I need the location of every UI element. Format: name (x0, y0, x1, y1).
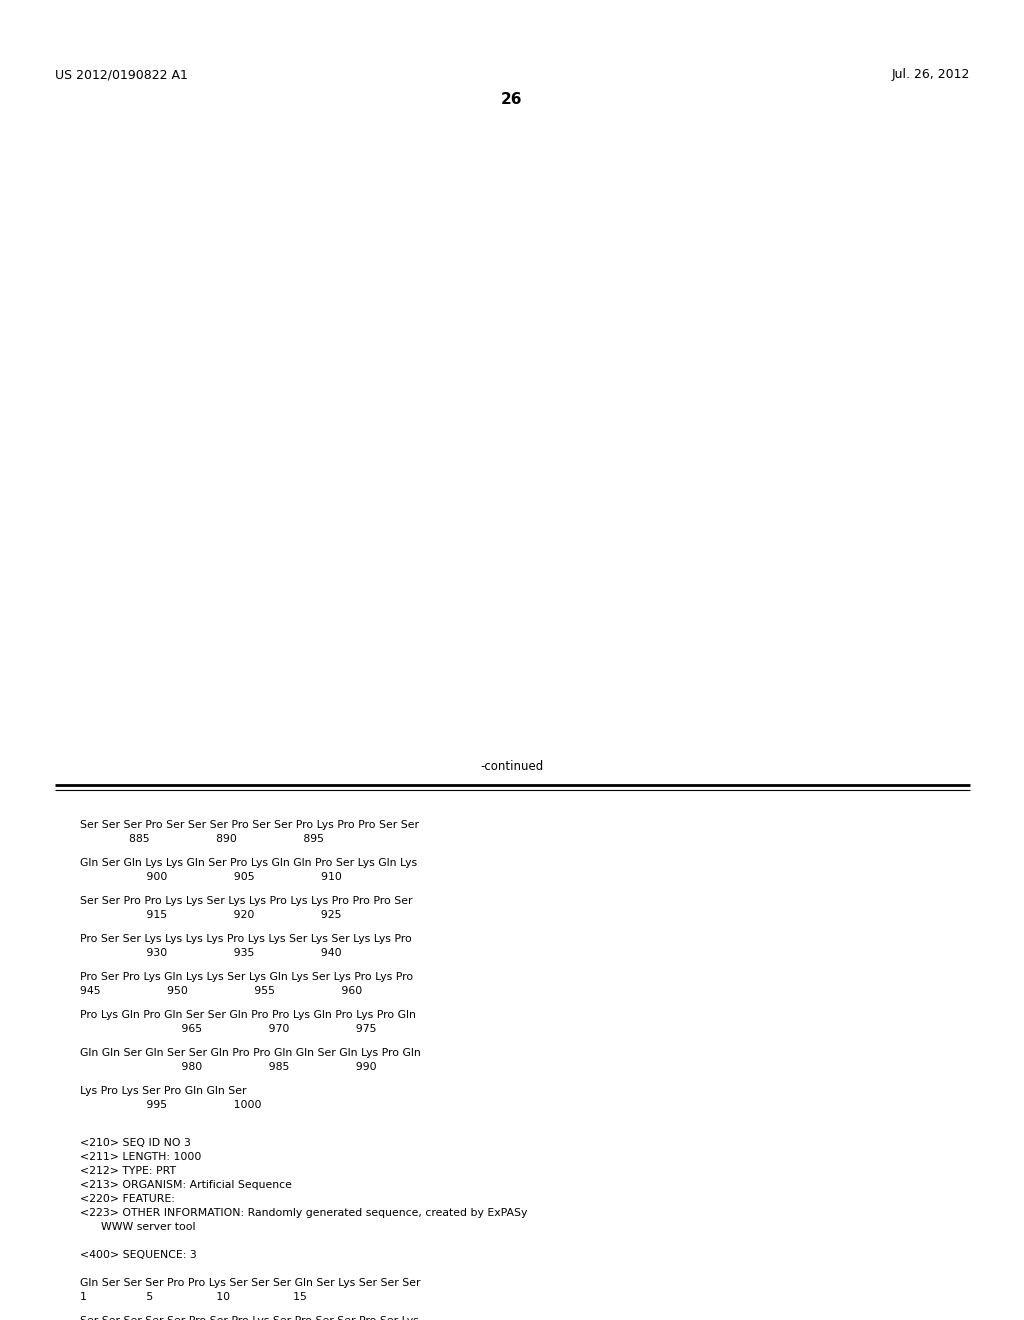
Text: US 2012/0190822 A1: US 2012/0190822 A1 (55, 69, 187, 81)
Text: Ser Ser Pro Pro Lys Lys Ser Lys Lys Pro Lys Lys Pro Pro Pro Ser: Ser Ser Pro Pro Lys Lys Ser Lys Lys Pro … (80, 896, 413, 906)
Text: Pro Lys Gln Pro Gln Ser Ser Gln Pro Pro Lys Gln Pro Lys Pro Gln: Pro Lys Gln Pro Gln Ser Ser Gln Pro Pro … (80, 1010, 416, 1020)
Text: <213> ORGANISM: Artificial Sequence: <213> ORGANISM: Artificial Sequence (80, 1180, 292, 1191)
Text: <210> SEQ ID NO 3: <210> SEQ ID NO 3 (80, 1138, 190, 1148)
Text: 1                 5                  10                  15: 1 5 10 15 (80, 1292, 307, 1302)
Text: <212> TYPE: PRT: <212> TYPE: PRT (80, 1166, 176, 1176)
Text: 980                   985                   990: 980 985 990 (80, 1063, 377, 1072)
Text: Gln Gln Ser Gln Ser Ser Gln Pro Pro Gln Gln Ser Gln Lys Pro Gln: Gln Gln Ser Gln Ser Ser Gln Pro Pro Gln … (80, 1048, 421, 1059)
Text: Lys Pro Lys Ser Pro Gln Gln Ser: Lys Pro Lys Ser Pro Gln Gln Ser (80, 1086, 247, 1096)
Text: 945                   950                   955                   960: 945 950 955 960 (80, 986, 362, 997)
Text: -continued: -continued (480, 760, 544, 774)
Text: WWW server tool: WWW server tool (80, 1222, 196, 1232)
Text: 885                   890                   895: 885 890 895 (80, 834, 324, 843)
Text: Pro Ser Ser Lys Lys Lys Lys Pro Lys Lys Ser Lys Ser Lys Lys Pro: Pro Ser Ser Lys Lys Lys Lys Pro Lys Lys … (80, 935, 412, 944)
Text: Ser Ser Ser Ser Ser Pro Ser Pro Lys Ser Pro Ser Ser Pro Ser Lys: Ser Ser Ser Ser Ser Pro Ser Pro Lys Ser … (80, 1316, 419, 1320)
Text: 900                   905                   910: 900 905 910 (80, 873, 342, 882)
Text: 930                   935                   940: 930 935 940 (80, 948, 342, 958)
Text: 995                   1000: 995 1000 (80, 1100, 261, 1110)
Text: 965                   970                   975: 965 970 975 (80, 1024, 377, 1034)
Text: Pro Ser Pro Lys Gln Lys Lys Ser Lys Gln Lys Ser Lys Pro Lys Pro: Pro Ser Pro Lys Gln Lys Lys Ser Lys Gln … (80, 972, 413, 982)
Text: <223> OTHER INFORMATION: Randomly generated sequence, created by ExPASy: <223> OTHER INFORMATION: Randomly genera… (80, 1208, 527, 1218)
Text: Jul. 26, 2012: Jul. 26, 2012 (892, 69, 970, 81)
Text: <220> FEATURE:: <220> FEATURE: (80, 1195, 175, 1204)
Text: Gln Ser Gln Lys Lys Gln Ser Pro Lys Gln Gln Pro Ser Lys Gln Lys: Gln Ser Gln Lys Lys Gln Ser Pro Lys Gln … (80, 858, 417, 869)
Text: <211> LENGTH: 1000: <211> LENGTH: 1000 (80, 1152, 202, 1162)
Text: <400> SEQUENCE: 3: <400> SEQUENCE: 3 (80, 1250, 197, 1261)
Text: Gln Ser Ser Ser Pro Pro Lys Ser Ser Ser Gln Ser Lys Ser Ser Ser: Gln Ser Ser Ser Pro Pro Lys Ser Ser Ser … (80, 1278, 421, 1288)
Text: 26: 26 (502, 92, 522, 107)
Text: 915                   920                   925: 915 920 925 (80, 909, 341, 920)
Text: Ser Ser Ser Pro Ser Ser Ser Pro Ser Ser Pro Lys Pro Pro Ser Ser: Ser Ser Ser Pro Ser Ser Ser Pro Ser Ser … (80, 820, 419, 830)
